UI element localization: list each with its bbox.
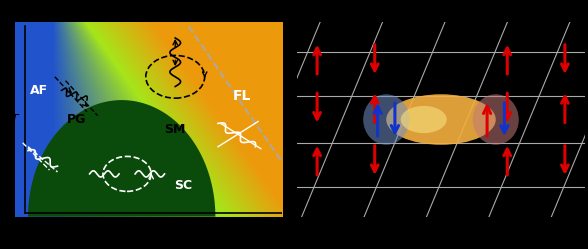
Text: 洪特－海森堡超导模型: 洪特－海森堡超导模型: [403, 230, 479, 243]
Ellipse shape: [363, 94, 409, 145]
Text: T: T: [11, 113, 18, 126]
Text: PG: PG: [66, 113, 86, 126]
Text: 二象费米子超导模型: 二象费米子超导模型: [115, 230, 182, 243]
Ellipse shape: [473, 94, 519, 145]
Polygon shape: [28, 100, 215, 217]
Text: FL: FL: [233, 89, 251, 103]
Text: SM: SM: [165, 123, 186, 136]
Ellipse shape: [400, 106, 447, 133]
Ellipse shape: [386, 94, 496, 145]
Text: AF: AF: [30, 84, 48, 97]
Text: δ: δ: [145, 218, 152, 231]
Text: SC: SC: [174, 179, 192, 192]
